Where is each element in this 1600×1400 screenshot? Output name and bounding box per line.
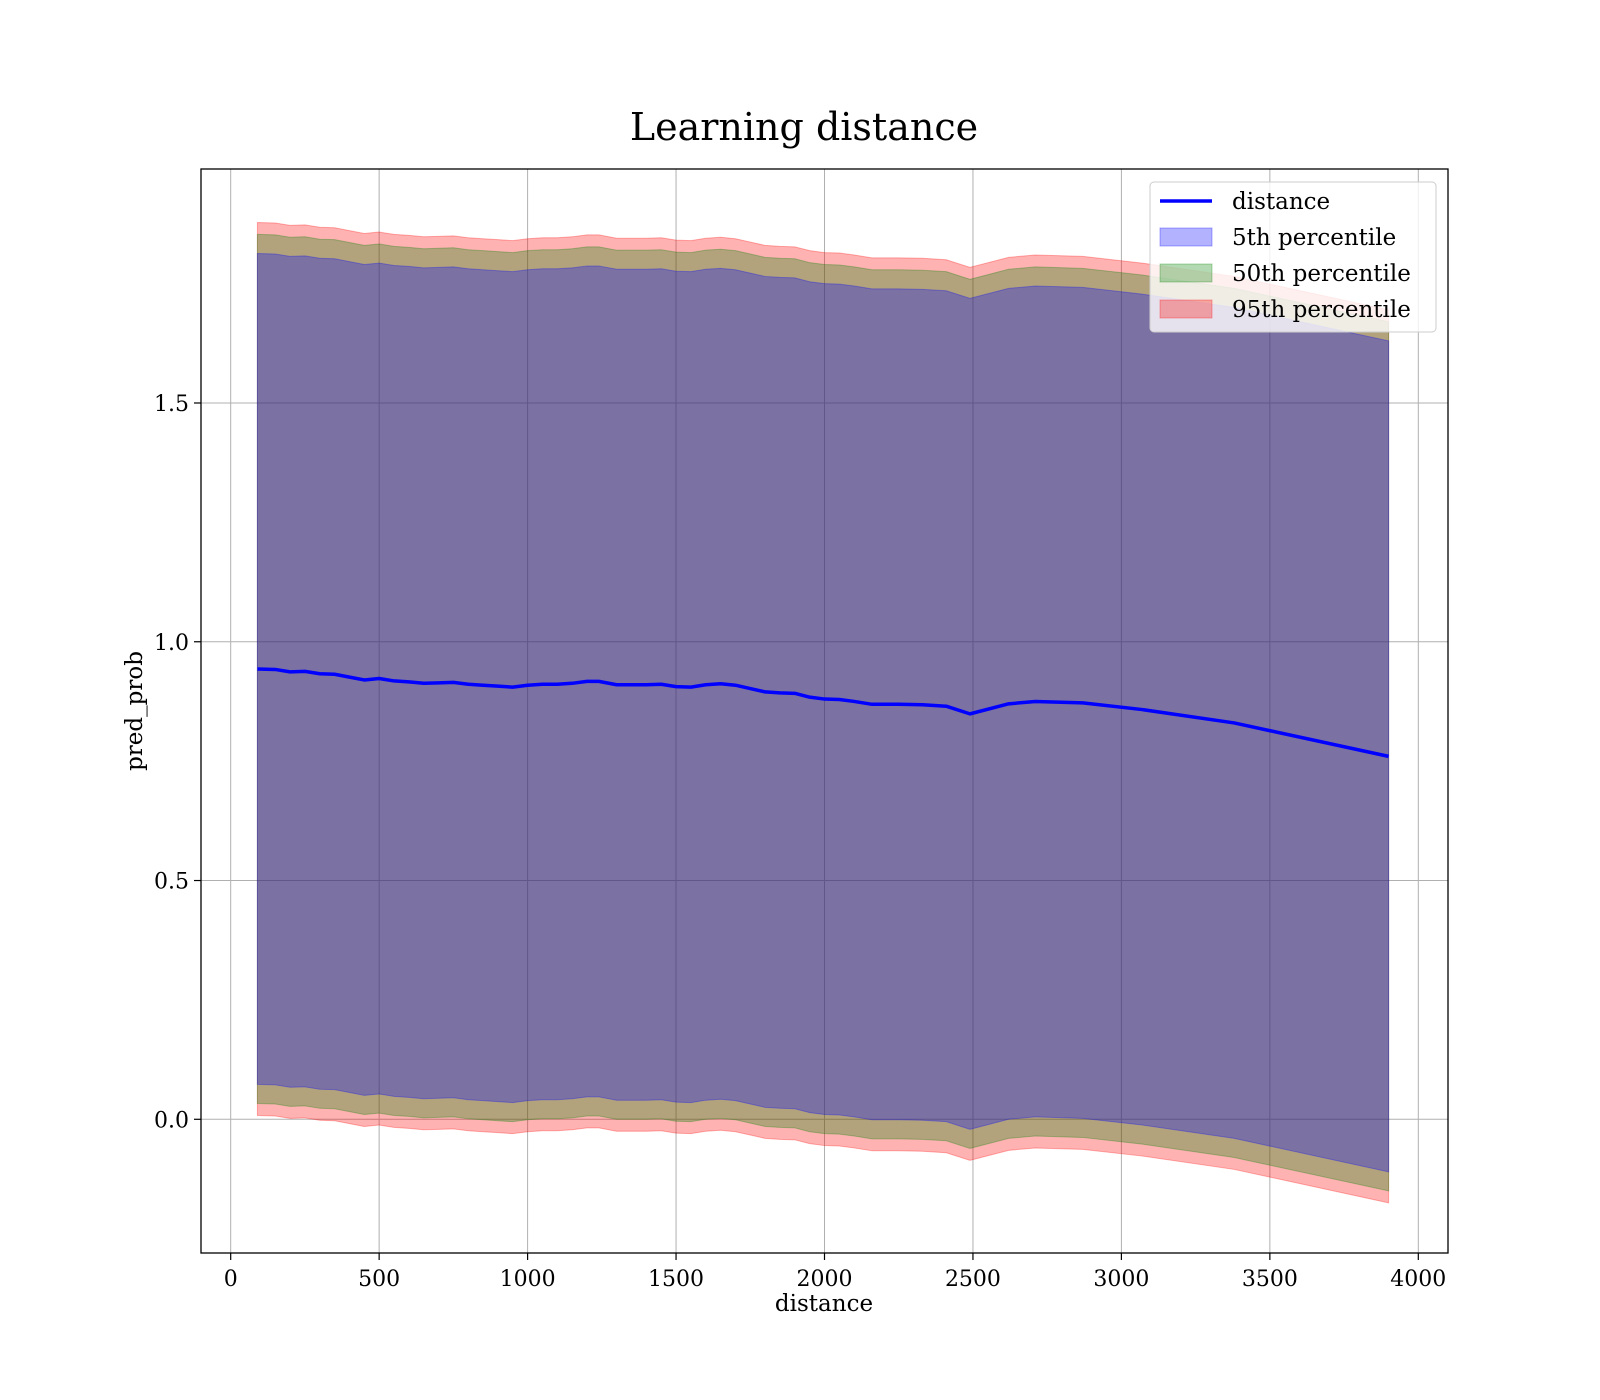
- y-tick-label-0: 0.0: [154, 1108, 189, 1133]
- legend-label-1: 5th percentile: [1232, 225, 1396, 251]
- y-tick-label-3: 1.5: [154, 392, 189, 417]
- x-tick-label-4: 2000: [797, 1267, 853, 1292]
- series-line-0: [257, 667, 1389, 759]
- band-2: [256, 221, 1390, 1204]
- x-tick-label-1: 500: [358, 1267, 400, 1292]
- chart-title: Learning distance: [630, 105, 978, 149]
- y-tick-label-2: 1.0: [154, 631, 189, 656]
- legend-swatch-2: [1159, 263, 1213, 283]
- legend: distance 5th percentile 50th percentile 95t…: [1149, 181, 1437, 333]
- band-0: [256, 253, 1390, 1173]
- legend-label-2: 50th percentile: [1232, 261, 1411, 287]
- x-tick-label-8: 4000: [1390, 1267, 1446, 1292]
- y-tick-label-1: 0.5: [154, 870, 189, 895]
- x-tick-label-2: 1000: [500, 1267, 556, 1292]
- x-tick-label-0: 0: [224, 1267, 238, 1292]
- percentile-bands: [256, 221, 1390, 1204]
- x-tick-label-7: 3500: [1242, 1267, 1298, 1292]
- legend-swatch-3: [1159, 299, 1213, 319]
- y-axis-ticks: 0.0 0.5 1.0 1.5: [154, 392, 201, 1133]
- x-axis-ticks: 0 500 1000 1500 2000 2500 3000 3500 4000: [224, 1253, 1446, 1292]
- legend-label-0: distance: [1232, 189, 1330, 215]
- x-tick-label-5: 2500: [945, 1267, 1001, 1292]
- grid: [201, 169, 1448, 1253]
- legend-box: [1149, 181, 1437, 333]
- legend-label-3: 95th percentile: [1232, 297, 1411, 323]
- band-1: [256, 233, 1390, 1192]
- y-axis-label: pred_prob: [122, 651, 148, 771]
- series-lines: [257, 667, 1389, 759]
- legend-swatch-1: [1159, 227, 1213, 247]
- x-tick-label-6: 3000: [1093, 1267, 1149, 1292]
- x-tick-label-3: 1500: [648, 1267, 704, 1292]
- x-axis-label: distance: [775, 1291, 873, 1317]
